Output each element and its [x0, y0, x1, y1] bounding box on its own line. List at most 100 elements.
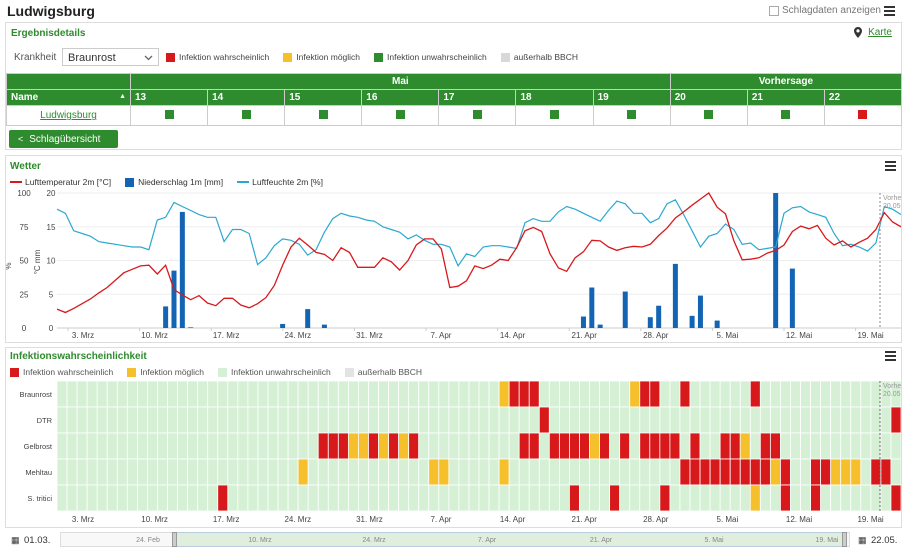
heatmap-cell[interactable]	[257, 458, 269, 486]
heatmap-cell[interactable]	[498, 406, 510, 434]
heatmap-cell[interactable]	[769, 432, 781, 460]
heatmap-cell[interactable]	[157, 406, 168, 434]
heatmap-cell[interactable]	[448, 432, 460, 460]
heatmap-cell[interactable]	[66, 458, 78, 486]
heatmap-cell[interactable]	[167, 458, 178, 486]
heatmap-cell[interactable]	[458, 380, 470, 408]
heatmap-cell[interactable]	[56, 406, 68, 434]
heatmap-cell[interactable]	[398, 432, 410, 460]
heatmap-cell[interactable]	[147, 380, 158, 408]
heatmap-cell[interactable]	[518, 432, 530, 460]
heatmap-cell[interactable]	[759, 406, 771, 434]
heatmap-cell[interactable]	[629, 458, 641, 486]
heatmap-cell[interactable]	[438, 432, 450, 460]
heatmap-cell[interactable]	[538, 380, 550, 408]
heatmap-cell[interactable]	[76, 432, 88, 460]
heatmap-cell[interactable]	[287, 432, 299, 460]
sort-icon[interactable]: ▲	[119, 93, 126, 100]
results-legend-item[interactable]: Infektion möglich	[283, 52, 360, 62]
heatmap-cell[interactable]	[589, 484, 600, 512]
heatmap-cell[interactable]	[56, 484, 68, 512]
heatmap-cell[interactable]	[719, 458, 731, 486]
heatmap-cell[interactable]	[408, 406, 420, 434]
heatmap-cell[interactable]	[267, 406, 279, 434]
heatmap-cell[interactable]	[358, 484, 369, 512]
heatmap-cell[interactable]	[237, 406, 249, 434]
heatmap-cell[interactable]	[116, 380, 128, 408]
heatmap-cell[interactable]	[56, 458, 68, 486]
heatmap-cell[interactable]	[579, 484, 590, 512]
heatmap-cell[interactable]	[197, 380, 209, 408]
heatmap-cell[interactable]	[197, 406, 209, 434]
heatmap-cell[interactable]	[749, 406, 761, 434]
heatmap-cell[interactable]	[719, 432, 731, 460]
heatmap-cell[interactable]	[327, 432, 339, 460]
heatmap-cell[interactable]	[347, 380, 359, 408]
heatmap-cell[interactable]	[267, 458, 279, 486]
heatmap-cell[interactable]	[709, 458, 721, 486]
heatmap-cell[interactable]	[297, 380, 309, 408]
heatmap-cell[interactable]	[96, 432, 108, 460]
heatmap-cell[interactable]	[579, 458, 590, 486]
heatmap-cell[interactable]	[307, 406, 319, 434]
heatmap-cell[interactable]	[126, 432, 138, 460]
heatmap-cell[interactable]	[217, 406, 229, 434]
heatmap-cell[interactable]	[850, 458, 862, 486]
heatmap-cell[interactable]	[780, 380, 791, 408]
precip-bar[interactable]	[697, 295, 703, 328]
heatmap-cell[interactable]	[187, 380, 199, 408]
heatmap-cell[interactable]	[106, 484, 118, 512]
heatmap-cell[interactable]	[498, 380, 510, 408]
heatmap-cell[interactable]	[247, 380, 259, 408]
heatmap-cell[interactable]	[317, 406, 329, 434]
heatmap-cell[interactable]	[76, 380, 88, 408]
heatmap-cell[interactable]	[629, 484, 641, 512]
heatmap-cell[interactable]	[749, 484, 761, 512]
heatmap-cell[interactable]	[247, 458, 259, 486]
weather-menu-icon[interactable]	[885, 161, 896, 173]
heatmap-cell[interactable]	[378, 458, 389, 486]
timeline-right-handle[interactable]	[842, 532, 847, 547]
heatmap-cell[interactable]	[790, 458, 801, 486]
heatmap-cell[interactable]	[86, 458, 98, 486]
heatmap-cell[interactable]	[488, 406, 500, 434]
heatmap-cell[interactable]	[619, 432, 631, 460]
heatmap-cell[interactable]	[679, 432, 691, 460]
heatmap-cell[interactable]	[207, 380, 219, 408]
heatmap-cell[interactable]	[76, 484, 88, 512]
heatmap-cell[interactable]	[870, 380, 882, 408]
heatmap-cell[interactable]	[388, 406, 400, 434]
heatmap-cell[interactable]	[599, 432, 611, 460]
results-legend-item[interactable]: Infektion wahrscheinlich	[166, 52, 269, 62]
heatmap-cell[interactable]	[96, 484, 108, 512]
heatmap-cell[interactable]	[317, 432, 329, 460]
heatmap-cell[interactable]	[468, 380, 480, 408]
heatmap-cell[interactable]	[599, 406, 611, 434]
heatmap-cell[interactable]	[759, 380, 771, 408]
heatmap-cell[interactable]	[86, 406, 98, 434]
heatmap-cell[interactable]	[418, 484, 430, 512]
heatmap-cell[interactable]	[287, 484, 299, 512]
heatmap-cell[interactable]	[850, 432, 862, 460]
heatmap-cell[interactable]	[800, 458, 811, 486]
precip-bar[interactable]	[188, 327, 194, 328]
heatmap-cell[interactable]	[508, 406, 520, 434]
heatmap-cell[interactable]	[458, 432, 470, 460]
heatmap-cell[interactable]	[257, 380, 269, 408]
heatmap-cell[interactable]	[518, 458, 530, 486]
heatmap-cell[interactable]	[488, 432, 500, 460]
heatmap-cell[interactable]	[468, 406, 480, 434]
heatmap-cell[interactable]	[589, 406, 600, 434]
heatmap-cell[interactable]	[548, 406, 560, 434]
heatmap-cell[interactable]	[528, 406, 540, 434]
heatmap-cell[interactable]	[177, 458, 189, 486]
status-square[interactable]	[704, 109, 714, 119]
infection-legend-item[interactable]: Infektion wahrscheinlich	[10, 367, 113, 377]
heatmap-cell[interactable]	[840, 484, 852, 512]
heatmap-cell[interactable]	[428, 406, 440, 434]
heatmap-cell[interactable]	[890, 484, 901, 512]
heatmap-cell[interactable]	[287, 406, 299, 434]
heatmap-cell[interactable]	[126, 406, 138, 434]
heatmap-cell[interactable]	[860, 484, 872, 512]
heatmap-cell[interactable]	[669, 406, 681, 434]
